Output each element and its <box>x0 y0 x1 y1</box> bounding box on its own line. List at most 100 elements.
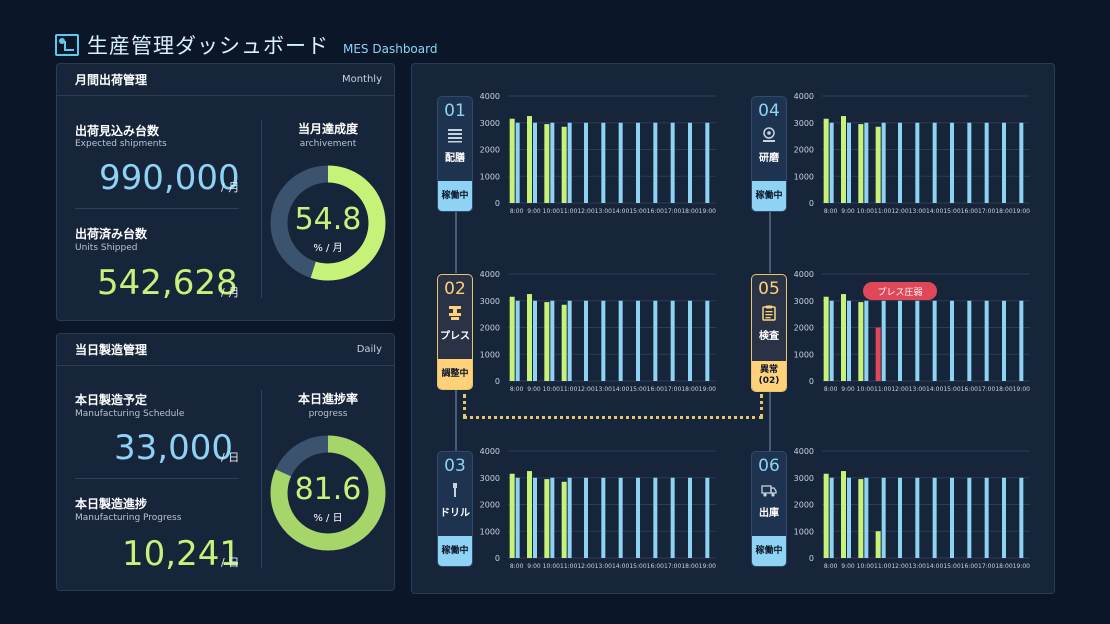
connector-01-02 <box>455 211 457 273</box>
x-tick-label: 8:00 <box>510 563 524 570</box>
x-tick-label: 11:00 <box>874 563 891 570</box>
connector-04-05 <box>769 211 771 273</box>
station-status: 調整中 <box>438 359 472 389</box>
target-bar <box>950 477 954 558</box>
target-bar <box>653 300 658 381</box>
actual-bar <box>823 296 829 381</box>
station-charts: 0 1000 2000 3000 4000 8:00 9:00 10:00 11:00 12:00… <box>480 92 1031 570</box>
actual-bar <box>544 479 550 558</box>
station-card-02[interactable]: 02 プレス 調整中 <box>437 274 473 390</box>
x-tick-label: 14:00 <box>926 386 943 393</box>
target-bar <box>1019 300 1024 381</box>
gauge-fill <box>270 435 386 551</box>
y-tick-label: 4000 <box>794 447 814 456</box>
station-status: 稼働中 <box>438 181 472 211</box>
actual-bar <box>509 473 515 558</box>
target-bar <box>601 300 606 381</box>
y-tick-label: 3000 <box>480 297 500 306</box>
station-name: ドリル <box>440 508 470 519</box>
chart-station-03: 0 1000 2000 3000 4000 8:00 9:00 10:00 11:00 12:00… <box>480 447 717 570</box>
target-bar <box>515 477 520 558</box>
x-tick-label: 15:00 <box>943 386 960 393</box>
page-header: 生産管理ダッシュボード MES Dashboard <box>55 30 437 60</box>
actual-bar <box>823 473 829 558</box>
target-bar <box>932 300 937 381</box>
actual-bar <box>841 471 846 558</box>
x-tick-label: 15:00 <box>629 386 646 393</box>
target-bar <box>898 122 902 203</box>
station-card-06[interactable]: 06 出庫 稼働中 <box>751 451 787 567</box>
daily-panel-title: 当日製造管理 <box>75 343 148 357</box>
station-card-05[interactable]: 05 検査 異常 (02) <box>751 274 787 392</box>
y-tick-label: 1000 <box>794 527 814 536</box>
daily-vertical-divider <box>261 390 262 568</box>
expected-shipments-unit: / 月 <box>221 181 240 194</box>
polish-icon <box>761 127 777 143</box>
units-shipped-sublabel: Units Shipped <box>75 243 138 253</box>
target-bar <box>984 300 989 381</box>
target-bar <box>1019 122 1024 203</box>
target-bar <box>567 122 572 203</box>
actual-bar <box>544 124 550 203</box>
x-tick-label: 15:00 <box>629 208 646 215</box>
target-bar <box>881 300 886 381</box>
x-tick-label: 8:00 <box>824 208 838 215</box>
target-bar <box>584 122 588 203</box>
x-tick-label: 19:00 <box>1013 386 1030 393</box>
target-bar <box>881 477 886 558</box>
target-bar <box>567 300 572 381</box>
target-bar <box>1002 300 1006 381</box>
station-card-01[interactable]: 01 配膳 稼働中 <box>437 96 473 212</box>
monthly-gauge-title: 当月達成度 <box>297 122 358 136</box>
station-name: 検査 <box>759 331 779 342</box>
target-bar <box>670 477 675 558</box>
y-tick-label: 2000 <box>794 146 814 155</box>
y-tick-label: 1000 <box>794 350 814 359</box>
clipboard-icon <box>761 305 777 321</box>
y-tick-label: 3000 <box>794 119 814 128</box>
schedule-sublabel: Manufacturing Schedule <box>75 409 185 419</box>
target-bar <box>847 477 851 558</box>
x-tick-label: 13:00 <box>595 563 612 570</box>
x-tick-label: 11:00 <box>560 563 577 570</box>
daily-panel: 当日製造管理 Daily 本日製造予定 Manufacturing Schedu… <box>56 333 395 591</box>
actual-bar <box>875 126 881 203</box>
station-card-04[interactable]: 04 研磨 稼働中 <box>751 96 787 212</box>
x-tick-label: 9:00 <box>527 208 541 215</box>
target-bar <box>864 477 869 558</box>
actual-bar <box>841 294 846 381</box>
x-tick-label: 8:00 <box>824 386 838 393</box>
y-tick-label: 4000 <box>480 92 500 101</box>
x-tick-label: 13:00 <box>909 386 926 393</box>
target-bar <box>864 122 869 203</box>
x-tick-label: 17:00 <box>664 563 681 570</box>
x-tick-label: 18:00 <box>681 563 698 570</box>
process-flow-panel: プレス圧弱 01 配膳 稼働中 02 プレス 調整中 03 ドリル 稼働中 04 研磨 稼働中 05 検査… <box>411 63 1055 594</box>
target-bar <box>636 300 640 381</box>
x-tick-label: 17:00 <box>978 563 995 570</box>
monthly-panel-tag: Monthly <box>341 74 382 85</box>
actual-bar <box>544 302 550 381</box>
x-tick-label: 17:00 <box>664 386 681 393</box>
press-icon <box>447 305 463 321</box>
x-tick-label: 13:00 <box>909 208 926 215</box>
y-tick-label: 0 <box>495 199 500 208</box>
units-shipped-value: 542,628 <box>97 263 238 303</box>
alert-link-horizontal <box>463 416 763 419</box>
chart-station-01: 0 1000 2000 3000 4000 8:00 9:00 10:00 11:00 12:00… <box>480 92 717 215</box>
monthly-gauge-sublabel: archivement <box>299 139 357 149</box>
x-tick-label: 18:00 <box>995 563 1012 570</box>
alert-pill[interactable]: プレス圧弱 <box>863 282 937 300</box>
x-tick-label: 12:00 <box>891 386 908 393</box>
connector-02-03 <box>455 389 457 451</box>
target-bar <box>550 300 555 381</box>
x-tick-label: 13:00 <box>595 208 612 215</box>
actual-bar <box>561 126 567 203</box>
station-card-03[interactable]: 03 ドリル 稼働中 <box>437 451 473 567</box>
target-bar <box>653 122 658 203</box>
daily-divider <box>75 478 239 479</box>
y-tick-label: 0 <box>495 554 500 563</box>
x-tick-label: 19:00 <box>699 563 716 570</box>
y-tick-label: 0 <box>809 199 814 208</box>
x-tick-label: 10:00 <box>857 386 874 393</box>
